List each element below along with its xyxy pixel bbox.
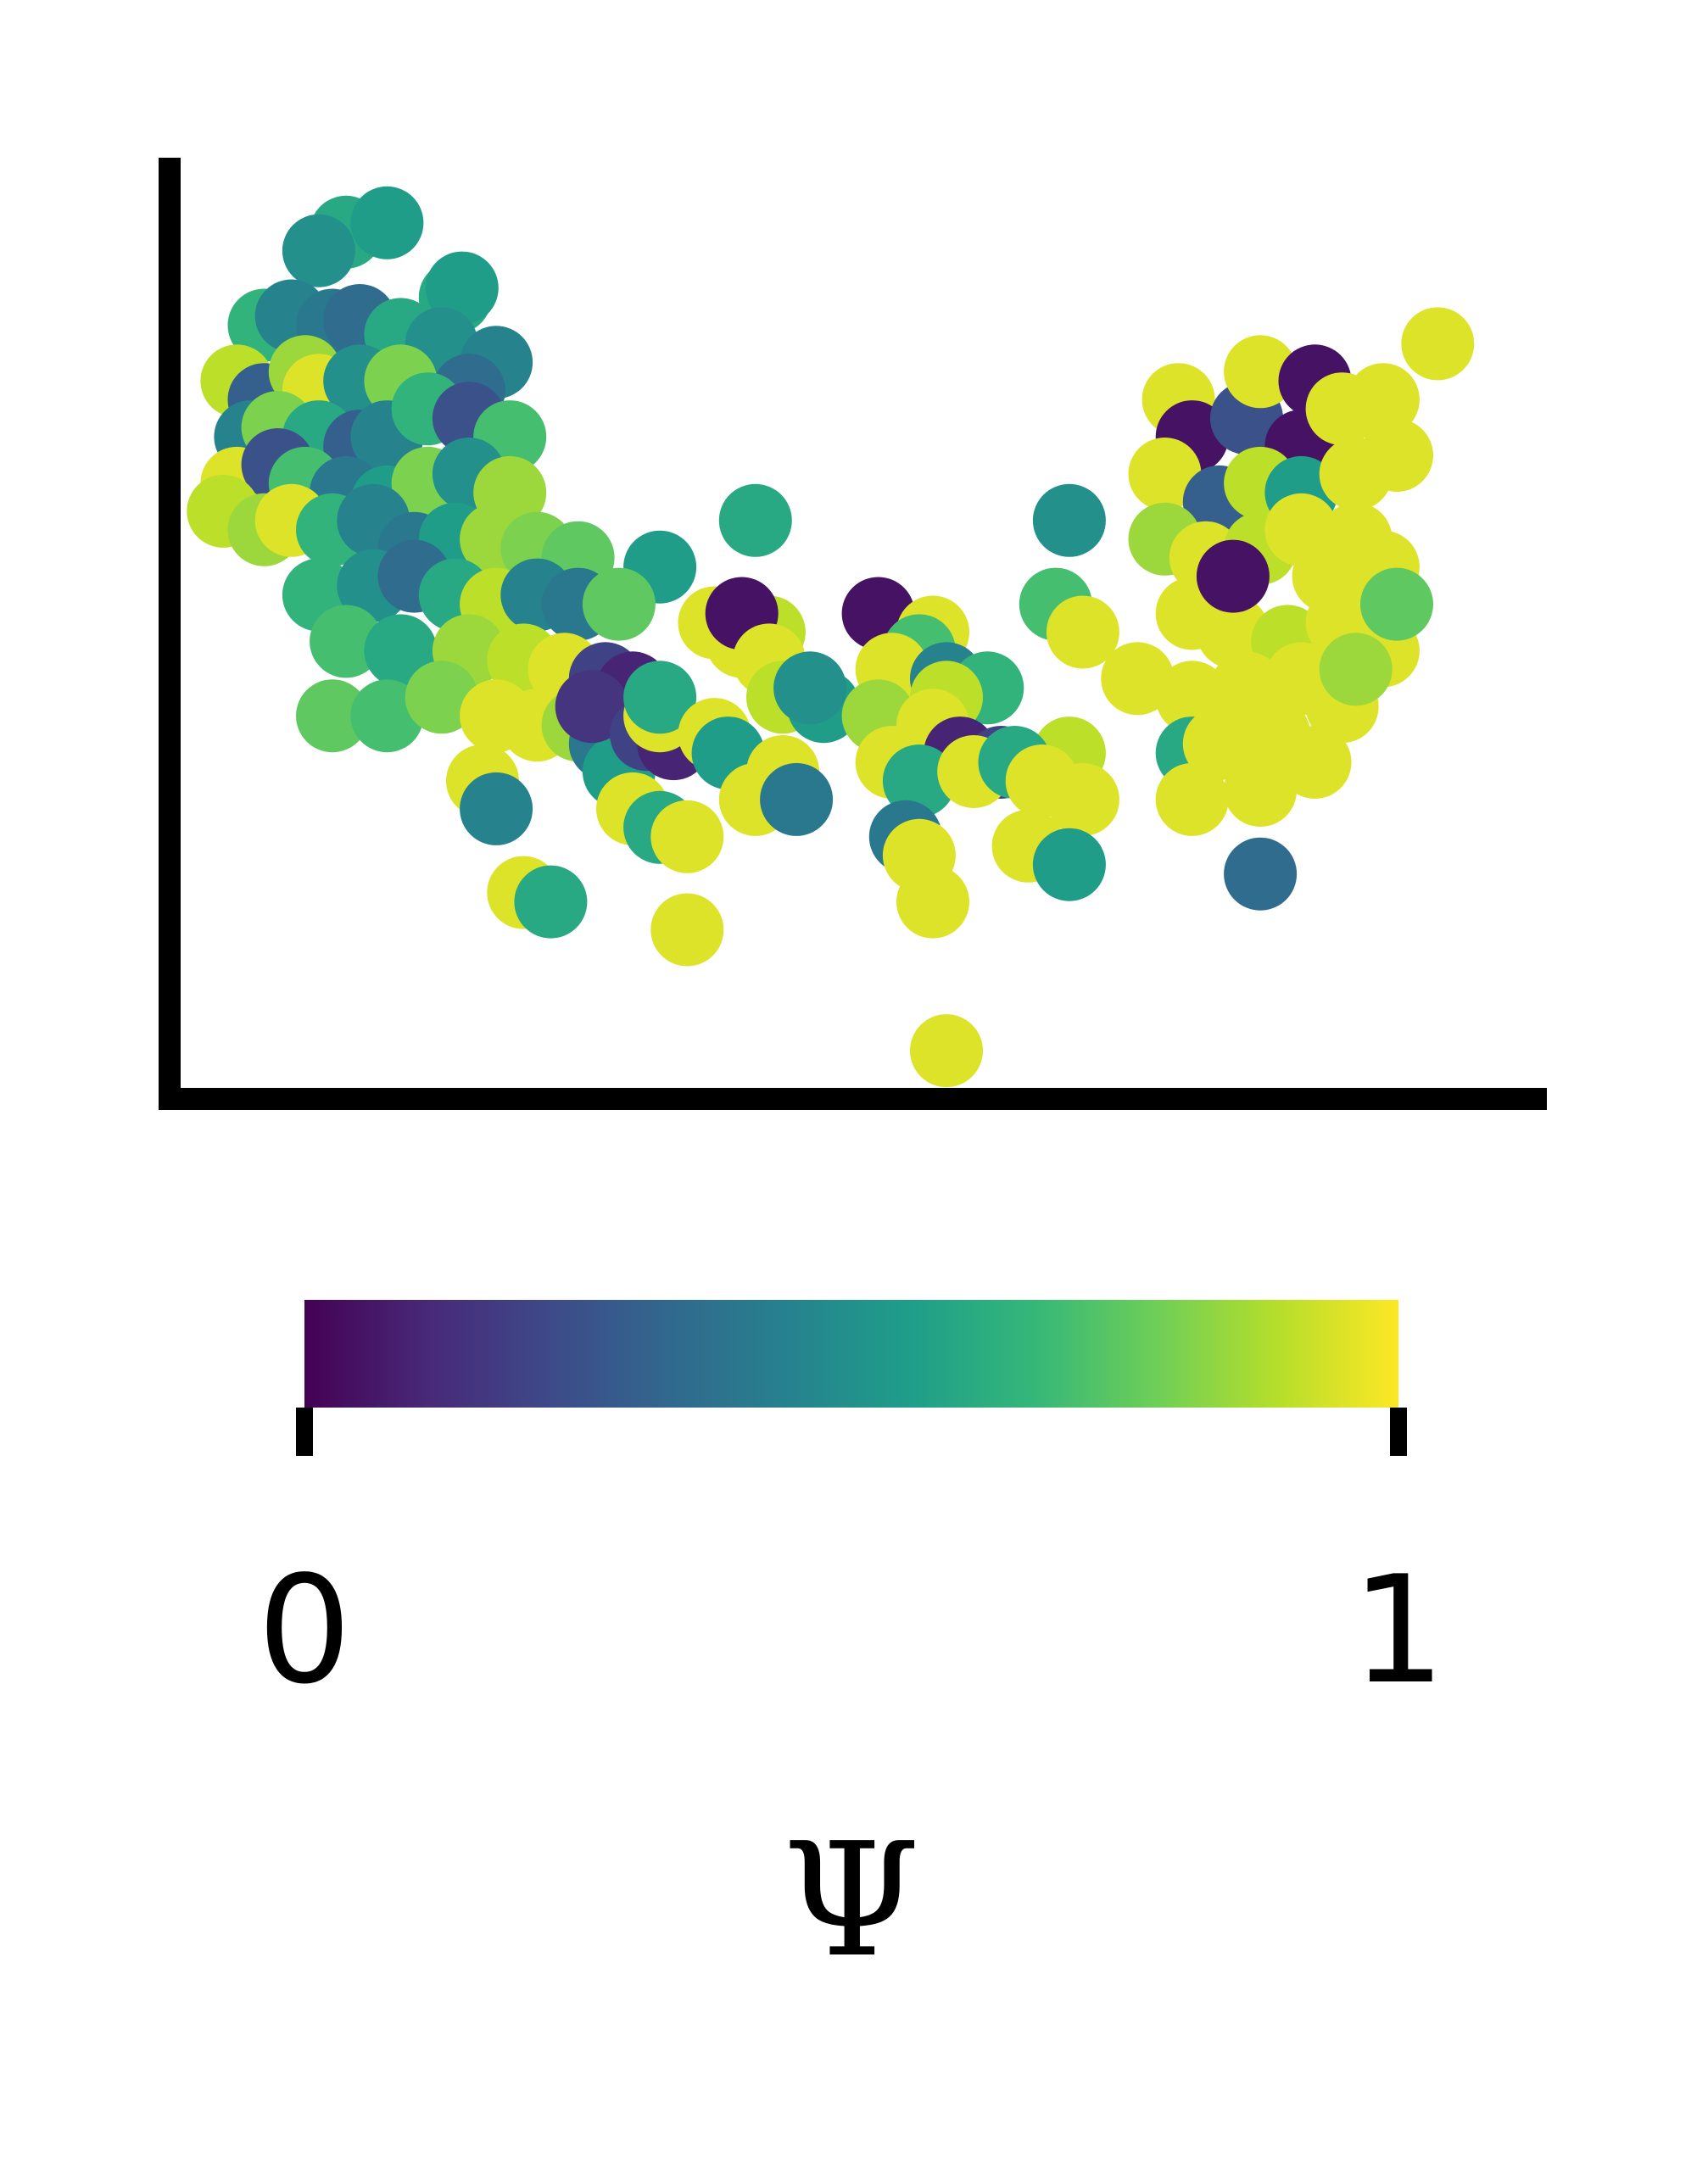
scatter-point bbox=[1278, 726, 1352, 799]
colorbar-label: Ψ bbox=[783, 1809, 920, 1992]
scatter-point bbox=[760, 762, 834, 836]
scatter-point bbox=[460, 772, 533, 845]
scatter-point bbox=[1046, 595, 1119, 669]
scatter-point bbox=[650, 893, 724, 967]
scatter-point bbox=[1346, 363, 1420, 437]
scatter-point bbox=[1046, 762, 1119, 836]
scatter-point bbox=[1224, 754, 1298, 827]
scatter-point bbox=[1360, 567, 1433, 641]
scatter-point bbox=[882, 744, 956, 817]
scatter-point bbox=[1319, 633, 1393, 706]
colorbar-tick-label-max: 1 bbox=[1351, 1545, 1445, 1717]
scatter-point bbox=[514, 865, 588, 939]
scatter-point bbox=[1360, 419, 1433, 492]
scatter-point bbox=[1032, 828, 1106, 901]
scatter-point bbox=[896, 865, 969, 939]
scatter-point bbox=[1032, 483, 1106, 557]
scatter-points bbox=[187, 186, 1475, 1088]
scatter-point bbox=[582, 567, 656, 641]
scatter-point bbox=[623, 661, 697, 734]
scatter-point bbox=[773, 651, 847, 725]
scatter-point bbox=[296, 679, 369, 753]
scatter-point bbox=[1224, 837, 1298, 911]
scatter-point bbox=[910, 1014, 983, 1088]
scatter-point bbox=[1401, 307, 1475, 381]
scatter-point bbox=[350, 186, 424, 259]
scatter-point bbox=[650, 800, 724, 873]
scatter-point bbox=[1224, 335, 1298, 409]
scatter-point bbox=[1196, 595, 1270, 669]
scatter-point bbox=[1292, 539, 1365, 613]
colorbar-tick-label-min: 0 bbox=[257, 1545, 351, 1717]
scatter-point bbox=[1155, 762, 1229, 836]
colorbar bbox=[304, 1300, 1398, 1408]
scatter-point bbox=[425, 251, 499, 325]
scatter-point bbox=[1128, 438, 1202, 510]
scatter-point bbox=[1196, 539, 1270, 613]
scatter-point bbox=[310, 605, 383, 678]
scatter-point bbox=[282, 214, 355, 287]
scatter-point bbox=[718, 483, 792, 557]
scatter-point bbox=[555, 670, 628, 744]
